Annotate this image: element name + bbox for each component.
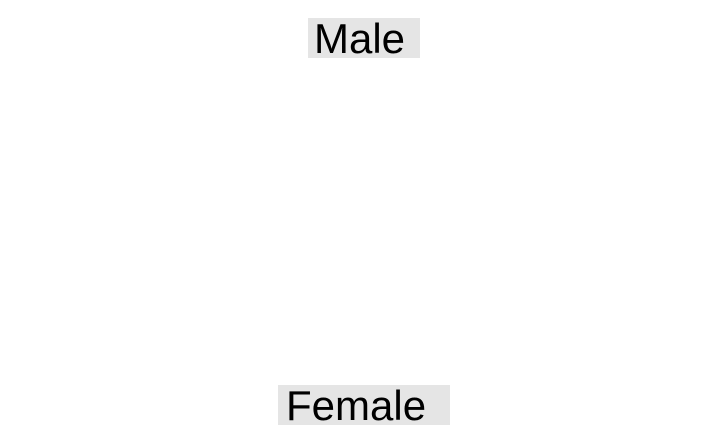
group-label-male: Male xyxy=(308,18,420,60)
group-label-female: Female xyxy=(278,385,450,427)
